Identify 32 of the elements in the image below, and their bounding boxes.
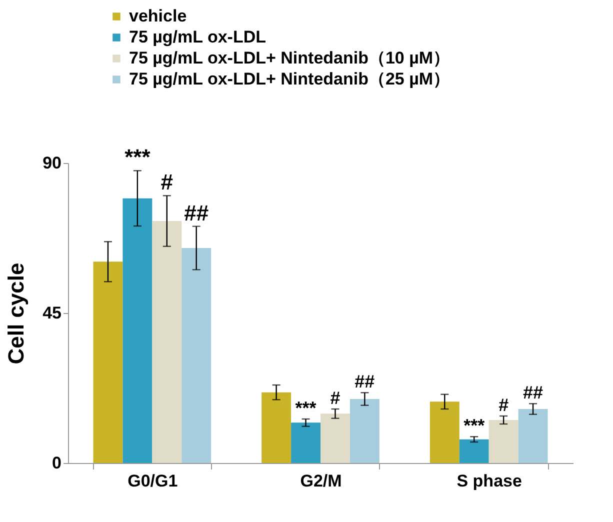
legend-label: 75 µg/mL ox-LDL+ Nintedanib（10 µM） xyxy=(129,48,450,68)
annotation: ## xyxy=(184,200,209,226)
bar xyxy=(93,262,123,463)
x-tick-label: S phase xyxy=(456,472,522,490)
bar xyxy=(518,409,548,463)
bar xyxy=(152,221,182,463)
y-tick-label: 90 xyxy=(42,154,62,172)
annotation: *** xyxy=(124,144,151,170)
annotation: ## xyxy=(523,382,544,403)
bar xyxy=(182,248,212,463)
x-tick-label: G0/G1 xyxy=(128,472,178,490)
y-tick-label: 45 xyxy=(42,304,62,322)
bar xyxy=(262,392,292,463)
annotation: ## xyxy=(354,372,375,392)
legend-label: 75 µg/mL ox-LDL+ Nintedanib（25 µM） xyxy=(129,70,450,88)
annotation: # xyxy=(330,388,340,408)
legend-label: 75 µg/mL ox-LDL xyxy=(129,28,266,46)
bar xyxy=(488,420,518,463)
bar xyxy=(320,414,350,463)
x-tick-label: G2/M xyxy=(300,472,342,490)
annotation: # xyxy=(160,170,174,195)
bar xyxy=(291,422,320,463)
bar xyxy=(430,402,460,463)
legend-label: vehicle xyxy=(129,6,187,26)
y-axis-title: Cell cycle xyxy=(4,262,29,364)
bar xyxy=(459,439,489,463)
annotation: *** xyxy=(464,416,485,436)
bar xyxy=(350,399,380,463)
annotation: *** xyxy=(295,398,316,418)
annotation: # xyxy=(498,395,509,415)
bar xyxy=(122,198,152,463)
y-tick-label: 0 xyxy=(52,454,62,472)
